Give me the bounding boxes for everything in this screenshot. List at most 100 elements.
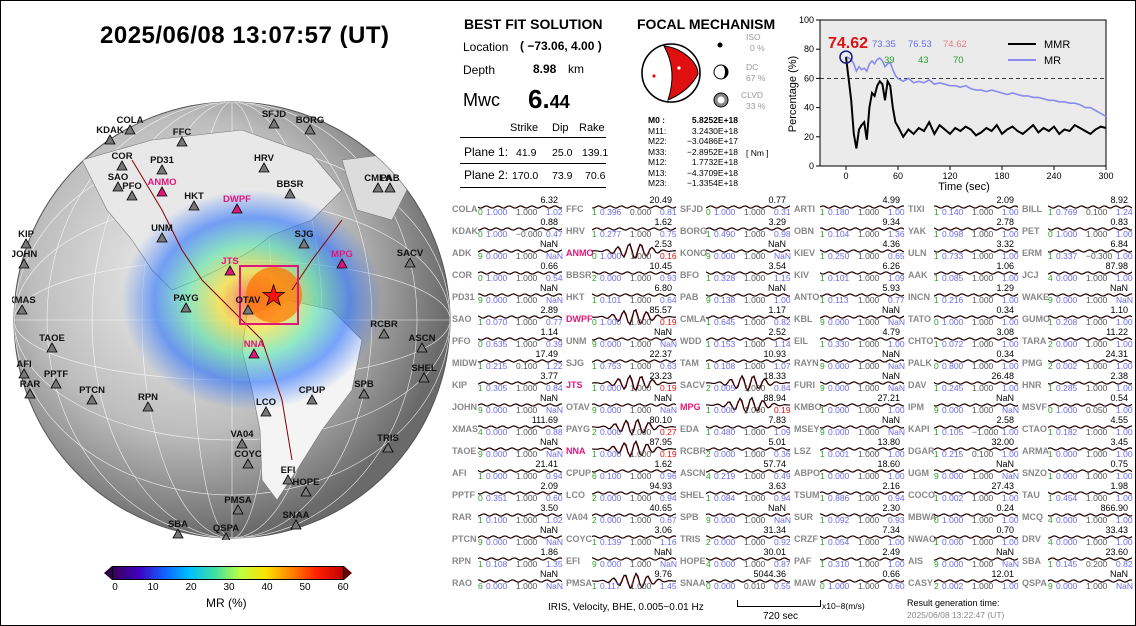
stat-a: 1 xyxy=(478,361,483,371)
fit-stats: 1 0.490 1.000 0.98 xyxy=(706,229,798,239)
station-name: RAR xyxy=(452,512,472,522)
stat-b: 0.153 xyxy=(714,339,736,349)
stat-a: 1 xyxy=(1048,317,1053,327)
stat-a: 2 xyxy=(934,581,939,591)
waveform-trace xyxy=(592,359,676,363)
station-name: MIDW xyxy=(452,358,477,368)
stat-a: 1 xyxy=(1048,471,1053,481)
observed-trace xyxy=(478,469,562,473)
fit-stats: 9 0.000 1.000 NaN xyxy=(592,405,684,415)
stat-c: 1.000 xyxy=(516,559,538,569)
amplitude-value: 2.38 xyxy=(1110,371,1128,381)
station-name: JTS xyxy=(566,380,583,390)
stat-c: 1.000 xyxy=(744,427,766,437)
stat-c: 1.000 xyxy=(516,383,538,393)
waveform-trace xyxy=(592,572,676,589)
fit-stats: 1 0.480 1.000 1.09 xyxy=(706,427,798,437)
observed-trace xyxy=(592,205,676,209)
stat-d: 1.00 xyxy=(1002,515,1019,525)
waveform-trace xyxy=(592,418,676,437)
fit-stats: 2 0.002 1.000 1.00 xyxy=(934,581,1026,591)
station-triangle-icon xyxy=(248,348,260,359)
station-name: MSVF xyxy=(1022,402,1048,412)
waveform-trace xyxy=(706,205,790,209)
stat-d: 0.94 xyxy=(888,493,905,503)
stat-a: 1 xyxy=(478,559,483,569)
stat-b: 0.769 xyxy=(1056,207,1078,217)
fit-stats: 9 0.000 1.000 NaN xyxy=(478,537,570,547)
fit-stats: 1 0.216 1.000 1.00 xyxy=(934,295,1026,305)
station-name: SBA xyxy=(1022,556,1042,566)
amplitude-value: 2.09 xyxy=(540,481,558,491)
amplitude-value: 21.41 xyxy=(535,459,558,469)
stat-b: 0.000 xyxy=(1056,515,1078,525)
stat-c: 1.000 xyxy=(858,273,880,283)
fit-stats: 2 0.000 1.000 1.00 xyxy=(1048,339,1136,349)
stat-b: 0.000 xyxy=(1056,581,1078,591)
stat-d: 1.00 xyxy=(1002,273,1019,283)
waveform-cell: PAB NaN 9 0.138 1.000 1.00 xyxy=(678,283,792,306)
stat-c: 1.000 xyxy=(630,361,652,371)
waveform-trace xyxy=(592,557,676,561)
stat-c: 1.000 xyxy=(630,493,652,503)
stat-a: 1 xyxy=(934,251,939,261)
waveform-trace xyxy=(592,374,676,392)
stat-b: 0.072 xyxy=(942,339,964,349)
stat-b: 0.635 xyxy=(486,339,508,349)
observed-trace xyxy=(706,337,790,341)
waveform-trace xyxy=(706,315,790,319)
colorbar-tick: 40 xyxy=(261,582,273,593)
stat-d: 1.36 xyxy=(888,229,905,239)
stat-c: 1.000 xyxy=(744,361,766,371)
stat-c: 1.000 xyxy=(630,229,652,239)
waveform-trace xyxy=(478,447,562,451)
stat-a: 1 xyxy=(706,273,711,283)
fit-stats: 9 0.000 1.000 NaN xyxy=(820,361,912,371)
observed-trace xyxy=(478,513,562,517)
stat-a: 0 xyxy=(592,317,597,327)
stat-c: 0.100 xyxy=(1086,207,1108,217)
stat-a: 1 xyxy=(706,339,711,349)
stat-a: 1 xyxy=(820,471,825,481)
waveform-cell: AFI 21.41 1 0.000 1.000 0.94 xyxy=(450,459,564,482)
waveform-trace xyxy=(478,469,562,473)
amplitude-value: 6.84 xyxy=(1110,239,1128,249)
stat-b: 0.002 xyxy=(1056,361,1078,371)
fit-stats: 9 0.000 1.000 NaN xyxy=(820,383,912,393)
station-marker: JOHN xyxy=(12,249,37,269)
waveform-trace xyxy=(934,293,1018,297)
stat-d: 1.14 xyxy=(774,339,791,349)
observed-trace xyxy=(1048,491,1132,495)
amplitude-value: 87.95 xyxy=(649,437,672,447)
amplitude-value: 3.77 xyxy=(540,371,558,381)
amplitude-value: 0.54 xyxy=(1110,393,1128,403)
stat-c: 1.000 xyxy=(1086,537,1108,547)
stat-c: 1.000 xyxy=(858,493,880,503)
stat-b: 0.000 xyxy=(600,427,622,437)
station-name: HNR xyxy=(1022,380,1042,390)
stat-a: 1 xyxy=(934,427,939,437)
station-triangle-icon xyxy=(416,342,428,353)
station-name: KIP xyxy=(452,380,468,390)
result-time: 2025/06/08 13:22:47 (UT) xyxy=(907,610,1005,620)
amplitude-value: 12.01 xyxy=(991,569,1014,579)
stat-a: 2 xyxy=(592,427,597,437)
observed-trace xyxy=(934,491,1018,495)
fit-stats: 1 0.001 1.000 1.00 xyxy=(820,449,912,459)
stat-d: 1.00 xyxy=(1116,229,1133,239)
observed-trace xyxy=(592,337,676,341)
stat-b: 0.000 xyxy=(714,515,736,525)
waveform-cell: SFJD 0.77 0 1.000 1.000 0.31 xyxy=(678,195,792,218)
moment-value: 5.8252E+18 xyxy=(691,115,738,125)
stat-b: 1.000 xyxy=(828,581,850,591)
stat-b: 0.250 xyxy=(828,251,850,261)
observed-trace xyxy=(592,572,676,589)
stat-c: 1.000 xyxy=(516,449,538,459)
waveform-cell: CPUP 1.62 6 0.100 1.000 0.96 xyxy=(564,459,678,482)
waveform-cell: PPTF 2.09 0 0.351 1.000 0.60 xyxy=(450,481,564,504)
observed-trace xyxy=(934,469,1018,473)
waveform-cell: MCQ 866.90 4 0.000 1.000 1.00 xyxy=(1020,503,1134,526)
amplitude-value: 2.16 xyxy=(882,481,900,491)
stat-d: 1.00 xyxy=(1116,537,1133,547)
stat-a: 0 xyxy=(478,229,483,239)
